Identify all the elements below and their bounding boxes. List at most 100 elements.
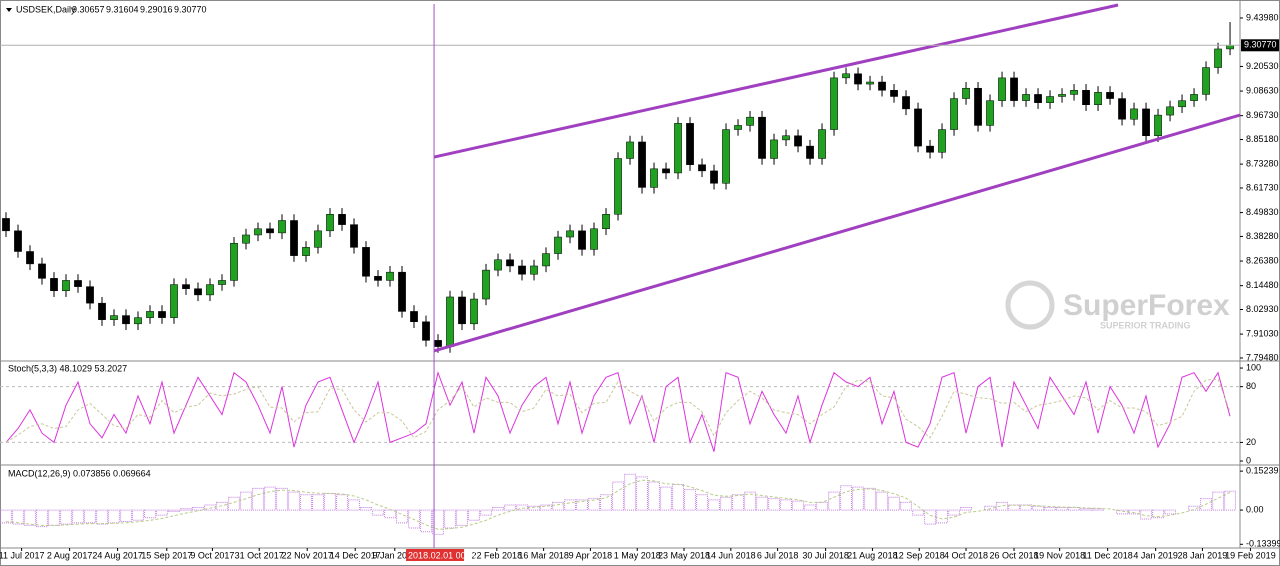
candle-body bbox=[998, 77, 1006, 101]
macd-bar bbox=[876, 491, 888, 511]
macd-bar bbox=[1056, 507, 1068, 511]
macd-bar bbox=[396, 509, 408, 524]
candle-body bbox=[554, 236, 562, 254]
candle-body bbox=[1034, 94, 1042, 103]
candle-body bbox=[302, 247, 310, 256]
y-tick-label: 8.96730 bbox=[1246, 110, 1279, 120]
macd-bar bbox=[768, 498, 780, 511]
candle-body bbox=[902, 96, 910, 110]
macd-bar bbox=[72, 509, 84, 524]
candle-body bbox=[122, 315, 130, 325]
y-tick-label: 9.43980 bbox=[1246, 12, 1279, 22]
candle-body bbox=[662, 168, 670, 174]
candle-body bbox=[794, 135, 802, 147]
candle-body bbox=[206, 284, 214, 296]
candle-body bbox=[1046, 96, 1054, 103]
x-tick-label: 22 Nov 2017 bbox=[282, 550, 333, 560]
candle-body bbox=[686, 123, 694, 165]
candle-body bbox=[1166, 106, 1174, 116]
stoch-line bbox=[5, 378, 1231, 443]
macd-bar bbox=[1164, 509, 1176, 515]
candle-body bbox=[482, 269, 490, 300]
macd-bar bbox=[840, 485, 852, 511]
macd-bar bbox=[984, 505, 996, 511]
candle-body bbox=[518, 265, 526, 275]
y-tick-label: 8.49830 bbox=[1246, 207, 1279, 217]
x-tick-label: 12 Sep 2018 bbox=[894, 550, 945, 560]
macd-bar bbox=[348, 499, 360, 511]
macd-bar bbox=[684, 489, 696, 511]
macd-bar bbox=[600, 494, 612, 511]
candle-body bbox=[614, 158, 622, 215]
macd-bar bbox=[1032, 505, 1044, 511]
candle-body bbox=[1010, 77, 1018, 101]
x-tick-label: 19 Feb 2019 bbox=[1225, 550, 1276, 560]
current-price-label: 9.30770 bbox=[1244, 40, 1277, 50]
candle-body bbox=[1070, 90, 1078, 95]
candle-body bbox=[266, 228, 274, 234]
macd-bar bbox=[1044, 507, 1056, 511]
header-value: 9.30770 bbox=[174, 4, 207, 14]
candle-body bbox=[98, 302, 106, 320]
macd-bar bbox=[528, 505, 540, 511]
channel-line bbox=[433, 113, 1241, 353]
candle-body bbox=[194, 288, 202, 296]
candle-body bbox=[362, 247, 370, 277]
macd-bar bbox=[780, 499, 792, 511]
candle-body bbox=[818, 129, 826, 159]
x-tick-label: 15 Sep 2017 bbox=[141, 550, 192, 560]
macd-bar bbox=[612, 481, 624, 511]
macd-bar bbox=[996, 501, 1008, 511]
y-tick-label: 100 bbox=[1246, 362, 1261, 372]
macd-bar bbox=[444, 509, 456, 529]
macd-bar bbox=[1224, 490, 1236, 511]
macd-bar bbox=[708, 499, 720, 511]
candle-body bbox=[926, 145, 934, 153]
candle-body bbox=[626, 141, 634, 159]
y-tick-label: 0.15239 bbox=[1246, 466, 1279, 476]
macd-bar bbox=[12, 509, 24, 525]
x-tick-label: 11 Jul 2017 bbox=[0, 550, 45, 560]
candle-body bbox=[974, 87, 982, 126]
x-tick-label: 19 Nov 2018 bbox=[1034, 550, 1085, 560]
y-tick-label: 7.79480 bbox=[1246, 352, 1279, 362]
candle-body bbox=[590, 228, 598, 250]
candle-body bbox=[854, 73, 862, 85]
candle-body bbox=[2, 218, 10, 232]
macd-bar bbox=[144, 509, 156, 519]
macd-bar bbox=[552, 501, 564, 511]
y-tick-label: 0 bbox=[1246, 455, 1251, 465]
candle-body bbox=[1154, 114, 1162, 137]
candle-body bbox=[1202, 67, 1210, 95]
macd-bar bbox=[828, 491, 840, 511]
candle-body bbox=[542, 253, 550, 267]
y-tick-label: 8.02930 bbox=[1246, 304, 1279, 314]
macd-bar bbox=[852, 486, 864, 511]
macd-bar bbox=[192, 507, 204, 511]
macd-bar bbox=[468, 509, 480, 521]
chart-title: USDSEK,Daily bbox=[16, 4, 76, 14]
header-value: 9.29016 bbox=[140, 4, 173, 14]
candle-body bbox=[230, 242, 238, 281]
candle-body bbox=[338, 214, 346, 225]
macd-bar bbox=[252, 487, 264, 511]
macd-bar bbox=[936, 509, 948, 524]
y-tick-label: 8.26380 bbox=[1246, 255, 1279, 265]
macd-bar bbox=[264, 486, 276, 511]
indicator-title: MACD(12,26,9) 0.073856 0.069664 bbox=[8, 468, 151, 478]
candle-body bbox=[806, 145, 814, 159]
x-tick-label: 1 May 2018 bbox=[614, 550, 661, 560]
candle-body bbox=[878, 81, 886, 91]
candle-body bbox=[842, 73, 850, 79]
indicator-title: Stoch(5,3,3) 48.1029 53.2027 bbox=[8, 363, 127, 373]
macd-bar bbox=[648, 481, 660, 511]
header-value: 9.31604 bbox=[106, 4, 139, 14]
macd-bar bbox=[588, 498, 600, 511]
candle-body bbox=[446, 296, 454, 347]
candle-body bbox=[326, 214, 334, 232]
y-tick-label: 8.61730 bbox=[1246, 182, 1279, 192]
macd-bar bbox=[1212, 491, 1224, 511]
y-tick-label: 80 bbox=[1246, 381, 1256, 391]
candle-body bbox=[830, 77, 838, 130]
